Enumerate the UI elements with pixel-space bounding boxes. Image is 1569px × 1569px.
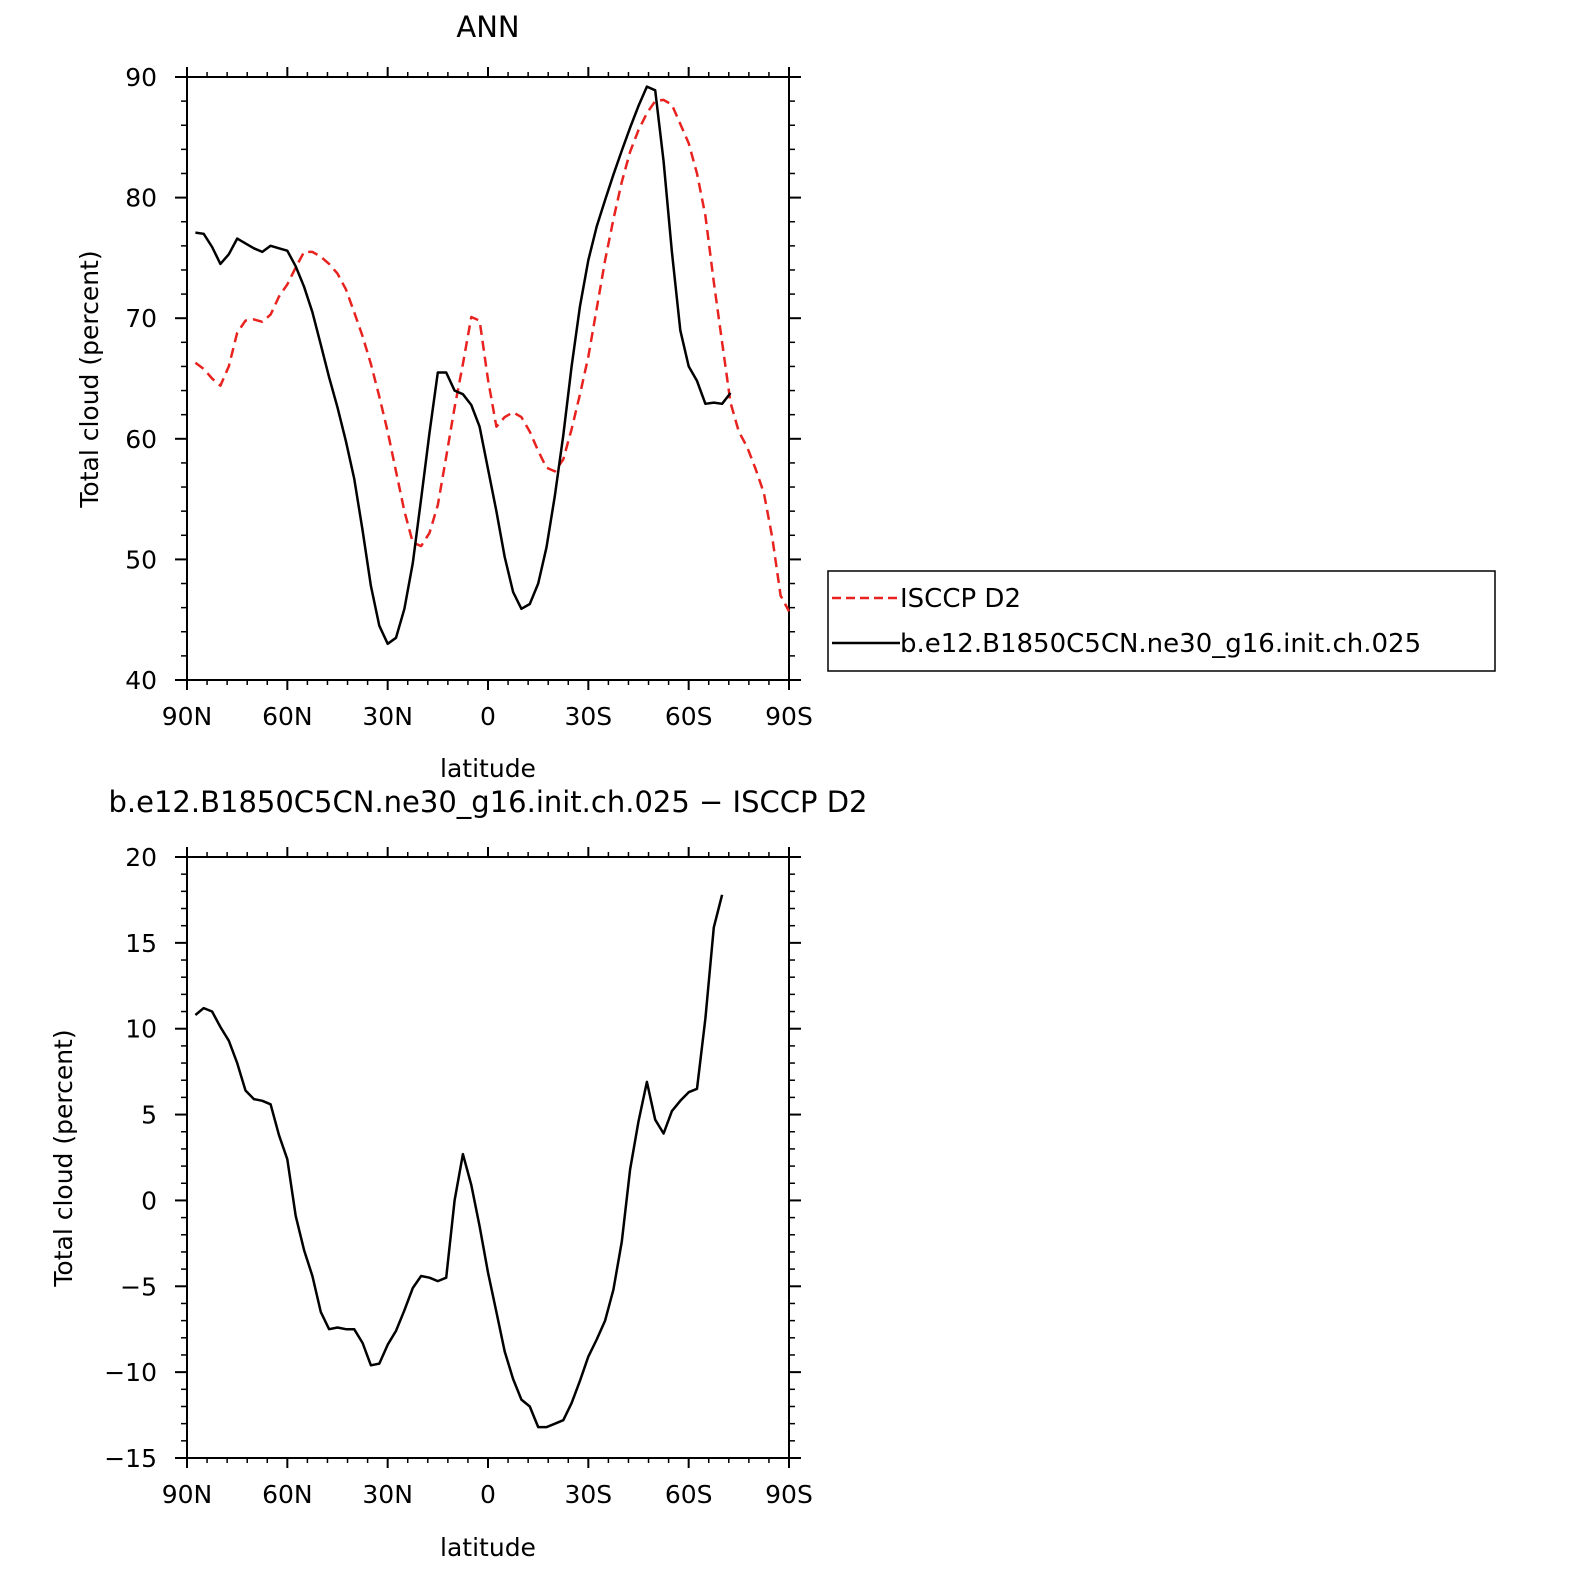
bottom-panel: b.e12.B1850C5CN.ne30_g16.init.ch.025 − I… <box>49 785 867 1562</box>
bottom-x-tick-label: 30S <box>564 1480 612 1509</box>
bottom-y-tick-label: −15 <box>104 1444 157 1473</box>
bottom-y-tick-label: 20 <box>125 843 157 872</box>
legend-box <box>827 570 1496 672</box>
bottom-y-axis-label: Total cloud (percent) <box>49 1029 78 1287</box>
bottom-x-tick-label: 90S <box>765 1480 813 1509</box>
top-x-tick-label: 0 <box>480 702 496 731</box>
bottom-x-tick-label: 30N <box>362 1480 413 1509</box>
top-x-tick-label: 60S <box>665 702 713 731</box>
bottom-y-tick-label: 15 <box>125 929 157 958</box>
top-series-line-1 <box>195 85 732 646</box>
top-y-tick-label: 90 <box>125 63 157 92</box>
bottom-y-tick-label: 10 <box>125 1015 157 1044</box>
top-series-line-0 <box>194 98 791 612</box>
legend: ISCCP D2 b.e12.B1850C5CN.ne30_g16.init.c… <box>827 570 1496 672</box>
bottom-plot-area: 90N 60N 30N 0 30S 60S 90S −15 −10 −5 0 5 10 15 20 <box>104 843 813 1509</box>
bottom-x-axis-label: latitude <box>440 1533 536 1562</box>
top-y-tick-label: 60 <box>125 425 157 454</box>
top-y-tick-label: 80 <box>125 184 157 213</box>
bottom-series-line-0 <box>194 894 724 1429</box>
bottom-y-tick-label: 0 <box>141 1186 157 1215</box>
top-y-tick-label: 70 <box>125 304 157 333</box>
bottom-x-tick-label: 0 <box>480 1480 496 1509</box>
top-x-axis-label: latitude <box>440 754 536 783</box>
top-panel-title: ANN <box>456 10 519 44</box>
top-x-tick-label: 60N <box>262 702 313 731</box>
top-plot-area: 90N 60N 30N 0 30S 60S 90S 40 50 60 70 80 90 <box>125 63 813 731</box>
bottom-x-tick-label: 60S <box>665 1480 713 1509</box>
bottom-y-tick-label: −10 <box>104 1358 157 1387</box>
top-panel: ANN 90N 60N 30N 0 30S 60S 90S 40 50 60 70 80 90 lati… <box>75 10 1496 783</box>
bottom-panel-title: b.e12.B1850C5CN.ne30_g16.init.ch.025 − I… <box>109 785 868 819</box>
bottom-y-tick-label: −5 <box>120 1272 157 1301</box>
top-x-tick-label: 90S <box>765 702 813 731</box>
bottom-plot-frame <box>186 856 790 1459</box>
bottom-y-tick-label: 5 <box>141 1101 157 1130</box>
bottom-x-tick-label: 60N <box>262 1480 313 1509</box>
top-y-axis-label: Total cloud (percent) <box>75 250 104 508</box>
top-y-tick-label: 50 <box>125 545 157 574</box>
bottom-x-tick-label: 90N <box>162 1480 213 1509</box>
top-x-tick-label: 30N <box>362 702 413 731</box>
top-x-tick-label: 30S <box>564 702 612 731</box>
top-x-tick-label: 90N <box>162 702 213 731</box>
top-y-tick-label: 40 <box>125 666 157 695</box>
legend-label-model: b.e12.B1850C5CN.ne30_g16.init.ch.025 <box>900 629 1421 659</box>
legend-label-isccp: ISCCP D2 <box>900 584 1021 614</box>
